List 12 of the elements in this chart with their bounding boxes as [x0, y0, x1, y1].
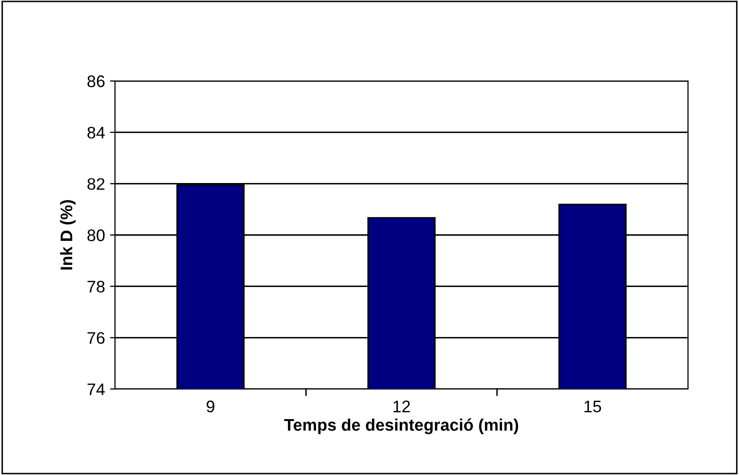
x-tick-label: 9 — [206, 400, 214, 412]
y-tick-label: 82 — [87, 178, 104, 190]
y-tick-label: 80 — [87, 229, 105, 242]
x-tick-label: 15 — [584, 400, 602, 412]
y-tick-label: 84 — [87, 126, 105, 139]
y-tick-label: 74 — [88, 384, 105, 396]
y-tick-label: 86 — [87, 75, 105, 88]
y-axis-title: Ink D (%) — [60, 200, 76, 270]
x-tick-label: 12 — [394, 400, 410, 412]
y-tick-label: 78 — [88, 280, 105, 293]
x-axis-title: Temps de desintegració (min) — [284, 418, 518, 434]
y-tick-label: 76 — [88, 332, 105, 344]
